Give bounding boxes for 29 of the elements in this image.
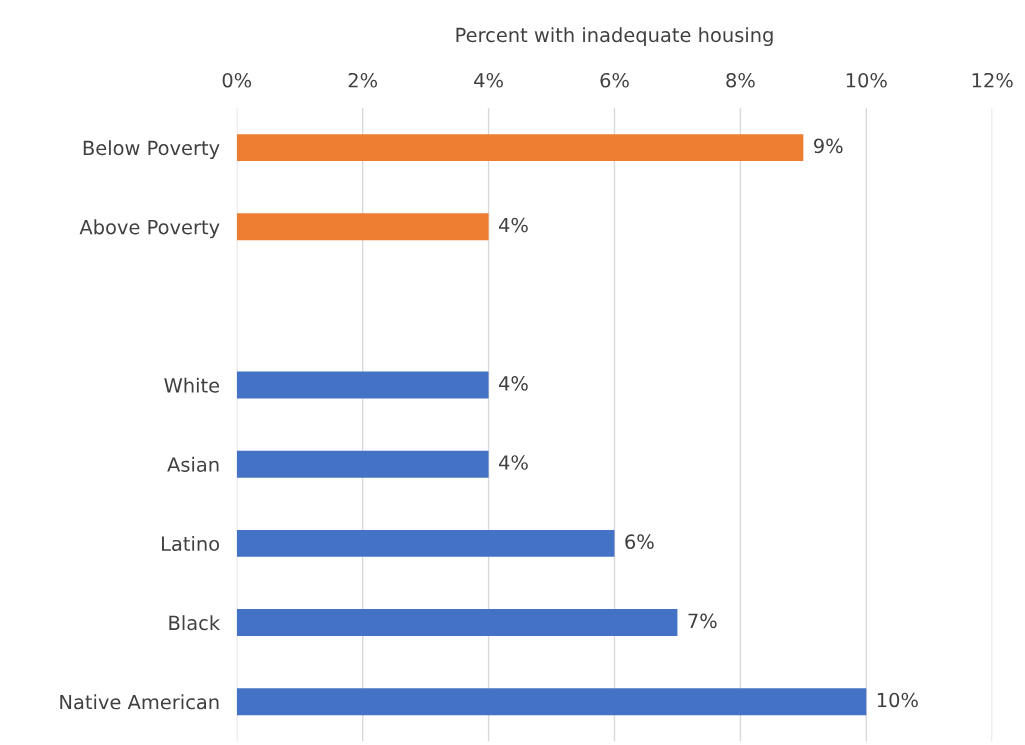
data-label: 7%: [688, 613, 717, 629]
x-tick-label: 12%: [972, 72, 1013, 88]
data-label: 4%: [498, 376, 528, 391]
bar: [236, 371, 489, 399]
bar: [236, 529, 615, 557]
y-tick-label: White: [164, 377, 220, 393]
x-tick-label: 8%: [726, 72, 755, 88]
bar: [236, 450, 489, 478]
bar: [236, 213, 489, 241]
y-tick-label: Asian: [167, 456, 219, 472]
data-label: 9%: [814, 138, 843, 154]
y-tick-label: Latino: [162, 536, 220, 552]
y-tick-label: Native American: [60, 694, 219, 710]
y-tick-label: Black: [169, 615, 221, 631]
data-label: 4%: [498, 455, 528, 470]
y-tick-label: Below Poverty: [83, 140, 220, 160]
bar: [236, 688, 867, 716]
data-label: 10%: [877, 692, 918, 708]
bar: [236, 134, 804, 162]
y-tick-label: Above Poverty: [79, 219, 220, 239]
x-tick-label: 6%: [600, 72, 629, 88]
x-tick-label: 0%: [222, 72, 252, 88]
x-axis-title: Percent with inadequate housing: [456, 27, 773, 47]
x-tick-label: 4%: [474, 72, 503, 88]
data-label: 6%: [625, 534, 654, 550]
x-tick-label: 10%: [846, 72, 887, 88]
bar: [236, 609, 678, 636]
data-label: 4%: [498, 217, 528, 233]
x-tick-label: 2%: [348, 72, 378, 88]
